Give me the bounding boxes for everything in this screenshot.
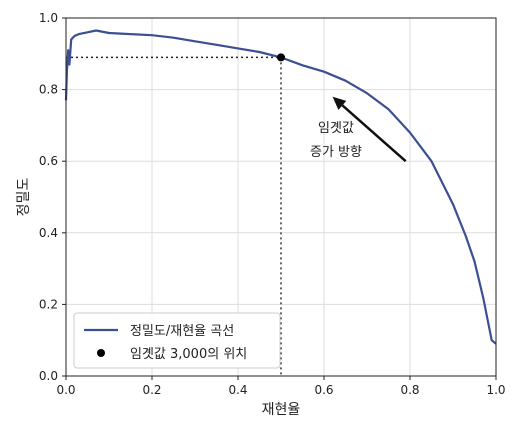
threshold-annotation: 임곗값 증가 방향 [310,96,407,163]
x-tick-label: 0.8 [400,383,419,397]
legend: 정밀도/재현율 곡선 임곗값 3,000의 위치 [73,312,281,369]
x-tick-label: 0.2 [142,383,161,397]
precision-recall-curve [64,29,497,345]
legend-entry-curve: 정밀도/재현율 곡선 [130,324,234,339]
x-tick-label: 1.0 [486,383,505,397]
annotation-line-2: 증가 방향 [310,145,362,160]
y-axis-ticks: 0.0 0.2 0.4 0.6 0.8 1.0 [39,11,66,383]
legend-box [73,312,281,369]
annotation-arrow-head [332,96,347,110]
annotation-arrow-shaft [341,104,407,163]
threshold-guides [66,56,282,376]
x-tick-label: 0.4 [228,383,247,397]
annotation-line-1: 임곗값 [318,121,354,136]
plot-frame [65,17,497,377]
x-tick-label: 0.6 [314,383,333,397]
x-tick-label: 0.0 [56,383,75,397]
y-tick-label: 0.8 [39,83,58,97]
grid [65,17,497,377]
legend-dot-swatch [97,349,105,357]
y-axis-label: 정밀도 [16,178,32,217]
x-axis-label: 재현율 [262,402,301,418]
threshold-point [277,53,285,62]
y-tick-label: 0.2 [39,297,58,311]
legend-entry-threshold: 임곗값 3,000의 위치 [130,347,247,362]
x-axis-ticks: 0.0 0.2 0.4 0.6 0.8 1.0 [56,376,506,397]
y-tick-label: 1.0 [39,11,58,25]
y-tick-label: 0.6 [39,154,58,168]
y-tick-label: 0.0 [39,369,58,383]
y-tick-label: 0.4 [39,226,58,240]
